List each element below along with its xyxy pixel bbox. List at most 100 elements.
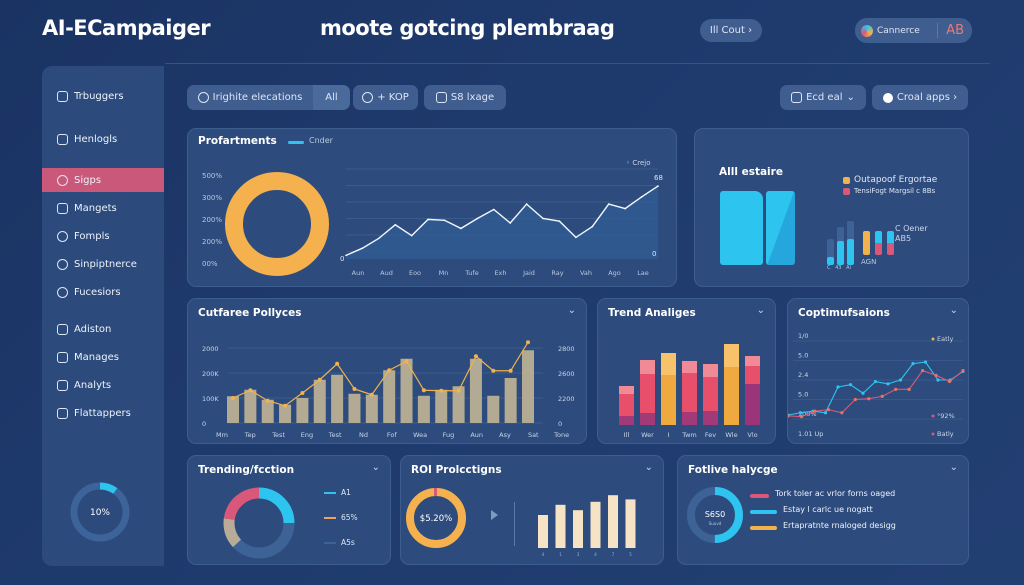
x-tick-label: Wer [641,431,654,439]
bar [590,501,601,548]
sidebar-item-trbuggers[interactable]: Trbuggers [42,84,164,108]
page-title: moote gotcing plembraag [320,16,615,40]
data-point [657,185,659,187]
x-tick-label: Aun [470,431,483,439]
account-switcher[interactable]: Cannerce AB [855,18,972,43]
filter-elections[interactable]: Irighite elecations [187,85,313,110]
bar [296,398,309,423]
zero-label: 0 [340,255,344,263]
donut-axis-label: 00% [202,260,218,268]
sidebar-item-sinpiptnerce[interactable]: Sinpiptnerce [42,252,164,276]
sidebar-item-manages[interactable]: Manages [42,345,164,369]
document-icon [435,92,447,103]
x-tick-label: Lae [637,269,649,277]
sidebar-item-mangets[interactable]: Mangets [42,196,164,220]
data-point [509,222,512,224]
filter-all[interactable]: All [313,85,350,110]
sidebar-item-flattappers[interactable]: Flattappers [42,401,164,425]
sidebar-item-henlogls[interactable]: Henlogls [42,127,164,151]
x-tick-label: Sat [528,431,539,439]
x-tick-label: Mm [216,431,228,439]
language-button[interactable]: AB [937,23,972,38]
data-point [525,203,528,205]
donut-axis-label: 200% [202,238,223,246]
data-point [911,362,915,366]
apps-button[interactable]: Croal apps › [872,85,968,110]
donut-marker [434,488,437,496]
emoji-icon [57,407,68,419]
legend-swatch [843,176,850,184]
bar [313,379,326,423]
data-point [861,391,865,395]
line-point [231,396,235,400]
x-tick-label: Fug [443,431,455,439]
x-tick-label: Ray [551,269,563,277]
sidebar-item-label: Manages [74,351,119,363]
person-icon [197,92,209,103]
apps-label: Croal apps › [896,92,958,103]
x-tick-label: Aun [352,269,365,277]
data-point [542,217,544,220]
small-label: AGN [861,258,877,266]
bar [279,404,292,423]
chevron-down-icon[interactable]: ⌄ [756,305,765,316]
data-point [798,411,803,415]
donut-slice [223,487,295,559]
data-point [947,379,952,384]
trending-panel: Trending/fcction ⌄ A1 65% A5s [187,455,391,565]
y-right-label: 0 [558,420,562,428]
tick: C [827,265,831,271]
chevron-down-icon[interactable]: ⌄ [949,462,958,473]
roi-bar-chart: 4 1 3 4 7 5 [538,495,636,557]
chart-badge[interactable]: ◦ Crejo [626,159,651,167]
bar [417,395,430,423]
x-tick-label: Ago [608,269,621,277]
line-point [526,340,530,345]
data-point [894,387,898,391]
bar-segment [745,356,760,366]
chevron-down-icon[interactable]: ⌄ [644,462,653,473]
bar-segment [682,412,697,425]
layout-icon [57,323,68,335]
sidebar-item-adiston[interactable]: Adiston [42,317,164,341]
optimisations-panel: Coptimufsaions ⌄ 100% 5.0 2.4 5.0 1/0 Eatly °9… [787,298,969,444]
legend-swatch [750,526,777,530]
mini-bar [863,243,870,255]
x-tick-label: Fof [387,431,397,439]
data-point [934,373,938,377]
bar [452,386,465,423]
sidebar-item-fompls[interactable]: Fompls [42,224,164,248]
ring-fill [687,487,743,543]
y-right-label: 2200 [558,395,575,403]
chevron-down-icon[interactable]: ⌄ [949,305,958,316]
legend-label: A5s [341,538,355,547]
x-tick-label: Wea [413,431,427,439]
bar-segment [661,353,676,375]
x-tick-label: Test [328,431,342,439]
bar-segment [745,366,760,384]
check-circle-icon [362,92,374,103]
count-pill[interactable]: Ill Cout › [700,19,762,42]
chevron-down-icon[interactable]: ⌄ [371,462,380,473]
chevron-down-icon[interactable]: ⌄ [567,305,576,316]
legend-label: Estay l carlc ue nogatt [783,505,873,514]
play-icon[interactable] [491,510,498,520]
sidebar-item-fucesiors[interactable]: Fucesiors [42,280,164,304]
legend-label: °92% [937,412,955,420]
area-fill [346,186,658,259]
usage-button[interactable]: S8 lxage [424,85,506,110]
sidebar-item-analyts[interactable]: Analyts [42,373,164,397]
data-point [880,394,884,398]
data-point [840,411,844,415]
bar [487,395,500,423]
data-point [867,397,871,401]
header-divider [165,63,990,64]
line-point [265,398,270,403]
x-start-label: 1.01 Up [798,430,823,438]
chart-icon [57,379,68,391]
kop-button[interactable]: + KOP [353,85,418,110]
sidebar-item-sigps[interactable]: Sigps [42,168,164,192]
performance-panel: Profartments Cnder ◦ Crejo 500% 300% 200% 2… [187,128,677,287]
legend-label: A1 [341,488,351,497]
select-dropdown[interactable]: Ecd eal ⌄ [780,85,866,110]
